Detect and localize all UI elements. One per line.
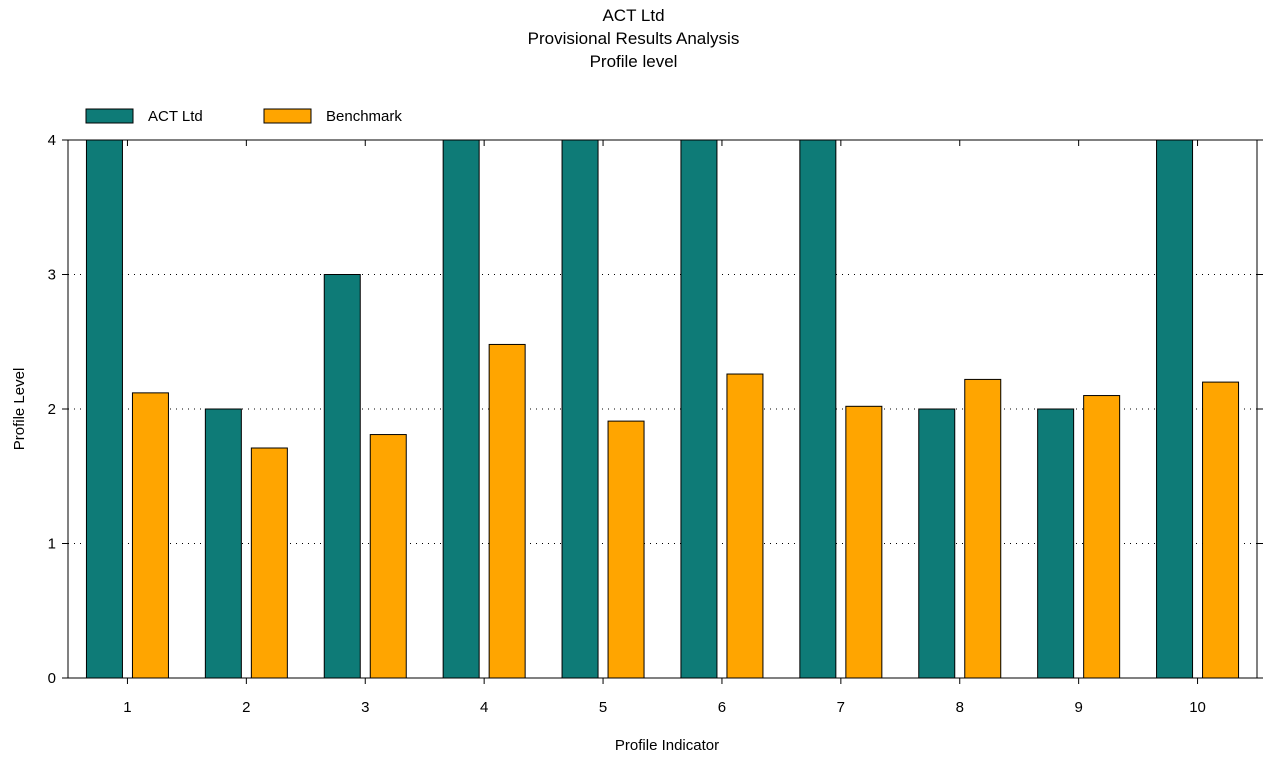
bar-act-ltd — [1037, 408, 1075, 679]
bar-act-ltd — [85, 139, 123, 679]
y-tick-label: 4 — [48, 132, 56, 149]
y-tick-label: 3 — [48, 267, 56, 284]
bar-benchmark — [607, 420, 645, 679]
bar-act-ltd — [799, 139, 837, 679]
legend: ACT Ltd Benchmark — [85, 108, 402, 125]
bar-act-ltd — [1156, 139, 1194, 679]
legend-swatch-benchmark — [263, 108, 312, 124]
bars — [85, 139, 1240, 679]
chart-subtitle: Provisional Results Analysis — [527, 29, 740, 48]
legend-label-benchmark: Benchmark — [326, 108, 402, 125]
bar-act-ltd — [680, 139, 718, 679]
x-axis-label: Profile Indicator — [615, 737, 719, 754]
x-tick-label: 2 — [242, 699, 250, 716]
bar-benchmark — [726, 373, 764, 679]
x-tick-label: 4 — [480, 699, 488, 716]
bar-act-ltd — [561, 139, 599, 679]
bar-act-ltd — [323, 274, 361, 679]
x-tick-label: 6 — [718, 699, 726, 716]
x-tick-label: 1 — [123, 699, 131, 716]
bar-act-ltd — [204, 408, 242, 679]
x-tick-label: 10 — [1189, 699, 1206, 716]
legend-label-act: ACT Ltd — [148, 108, 203, 125]
bar-benchmark — [369, 434, 407, 679]
chart-subtitle-2: Profile level — [589, 52, 678, 71]
x-tick-label: 8 — [956, 699, 964, 716]
bar-benchmark — [1083, 395, 1121, 679]
bar-benchmark — [250, 447, 288, 679]
y-tick-label: 0 — [48, 670, 56, 687]
x-tick-label: 9 — [1074, 699, 1082, 716]
bar-benchmark — [964, 378, 1002, 679]
y-tick-label: 2 — [48, 401, 56, 418]
bar-act-ltd — [442, 139, 480, 679]
chart-title: ACT Ltd — [602, 6, 665, 25]
x-tick-label: 7 — [837, 699, 845, 716]
bar-benchmark — [1202, 381, 1240, 679]
y-axis-label: Profile Level — [11, 368, 28, 451]
gridlines — [68, 274, 1257, 544]
axis-ticks: 0 1 2 3 4 1 2 3 4 5 6 7 8 9 10 — [48, 132, 1263, 716]
legend-swatch-act — [85, 108, 134, 124]
bar-act-ltd — [918, 408, 956, 679]
x-tick-label: 3 — [361, 699, 369, 716]
bar-benchmark — [845, 405, 883, 679]
bar-benchmark — [131, 392, 169, 679]
y-tick-label: 1 — [48, 536, 56, 553]
x-tick-label: 5 — [599, 699, 607, 716]
bar-benchmark — [488, 343, 526, 679]
